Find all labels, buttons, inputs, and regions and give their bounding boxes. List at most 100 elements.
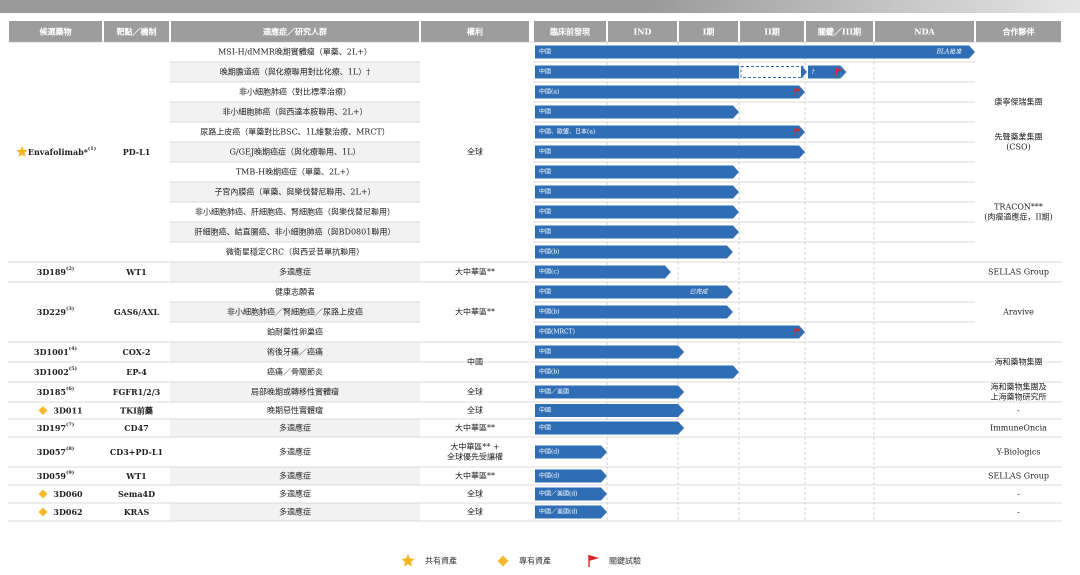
progress-bar [535,85,805,99]
partner-text: 康寧傑瑞集團 [995,97,1043,107]
row-band [170,262,420,282]
bar-label: 中國 [539,424,551,432]
drug-name-text: 3D185 [37,387,66,397]
target-name: COX-2 [122,347,150,357]
drug-name-text: 3D011 [53,406,82,416]
drug-name-text: 3D189 [37,267,67,277]
progress-bar [535,205,739,219]
star-icon [16,146,28,157]
partner-text: 上海藥物研究所 [991,392,1047,402]
bar-label: 中國(a) [539,88,559,96]
column-header-target: 靶點／機制 [117,27,157,37]
partner-text: 先聲藥業集團 [995,132,1043,142]
drug-name: 3D197(7) [37,421,74,433]
indication-text: 多適應症 [279,423,311,433]
drug-name: 3D011 [53,406,82,416]
flag-cloth [795,328,801,332]
target-name: FGFR1/2/3 [113,387,161,397]
drug-footnote: (6) [66,385,74,392]
target-name: WT1 [125,471,147,481]
progress-bar [535,421,685,435]
row-band [170,342,420,362]
rights-text: 大中華區** [455,307,495,317]
drug-name: 3D1002(5) [34,365,77,377]
drug-name: 3D229(3) [37,305,74,317]
header-cell-bg [806,21,873,42]
rights-text: 全球 [467,405,483,415]
diamond-icon [38,489,48,499]
column-header-indication: 適應症／研究人群 [263,27,327,37]
indication-text: 子宮內膜癌（單藥、與樂伐替尼聯用、2L+） [214,187,375,197]
bar-label: 中國 [539,68,551,76]
top-decorative-bar [0,0,1080,13]
drug-name-text: 3D059 [37,471,67,481]
progress-bar [535,404,685,417]
indication-text: 術後牙痛／癌痛 [267,347,323,357]
target-name: WT1 [125,267,147,277]
indication-text: TMB-H晚期癌症（單藥、2L+） [236,167,354,177]
row-band [170,182,420,202]
indication-text: 非小細胞肺癌（對比標準治療） [239,87,351,97]
flag-cloth [795,88,801,92]
flag-icon [794,328,801,336]
bar-label: 中國 [539,288,551,296]
drug-footnote: (8) [66,445,74,452]
header-cell-bg [104,21,169,42]
progress-bar [535,65,739,79]
indication-text: 尿路上皮癌（單藥對比BSC、1L維繫治療、MRCT） [200,127,390,137]
header-cell-bg [421,21,529,42]
flag-icon [794,88,801,96]
column-header-rights: 權利 [467,27,483,37]
column-header-pivotal: 關鍵／III期 [818,27,861,37]
indication-text: 非小細胞肺癌、肝細胞癌、腎細胞癌（與樂伐替尼聯用） [195,207,395,217]
drug-name-text: 3D062 [53,507,82,517]
bar-note: BLA批准 [936,48,963,56]
indication-text: 鉑耐藥性卵巢癌 [267,327,323,337]
flag-icon [794,128,801,136]
header-cell-bg [875,21,974,42]
header-cell-bg [679,21,738,42]
column-header-ph2: II期 [764,27,779,37]
target-name: EP-4 [126,367,147,377]
indication-text: 多適應症 [279,489,311,499]
partner-text: SELLAS Group [988,268,1049,277]
progress-bar [535,165,739,179]
drug-name: 3D059(9) [37,469,74,481]
progress-bar-extension [808,65,841,79]
rights-text: 大中華區** [455,267,495,277]
progress-bar [535,365,739,379]
header-cell-bg [534,21,606,42]
rights-text: 全球 [467,507,483,517]
drug-name: 3D060 [53,489,83,499]
drug-name: 3D057(8) [37,445,74,457]
bar-label: 中國 [539,228,551,236]
partner-text: 海和藥物集團 [995,357,1043,367]
indication-text: 多適應症 [279,447,311,457]
progress-bar [535,285,733,299]
drug-name-text: 3D229 [37,307,67,317]
drug-footnote: (2) [66,265,74,272]
progress-bar [535,325,805,339]
drug-name-text: 3D1001 [34,347,69,357]
progress-bar [535,487,607,501]
progress-bar [535,225,739,239]
rights-text: 大中華區** [455,471,495,481]
bar-label: 中國、歐盟、日本(a) [539,128,595,136]
partner-text: 海和藥物集團及 [991,382,1047,392]
progress-bar [535,305,733,319]
drug-name: 3D189(2) [37,265,74,277]
column-header-partner: 合作夥伴 [1002,27,1035,37]
progress-bar-dashed-tip [801,65,807,79]
progress-bar [535,125,805,139]
target-name: GAS6/AXL [114,307,160,317]
progress-bar [535,469,607,483]
drug-name-text: 3D1002 [34,367,69,377]
bar-label: 中國 [539,108,551,116]
bar-label: 中國(b) [539,308,560,316]
flag-cloth [836,68,843,72]
bar-label: 中國 [539,188,551,196]
progress-bar [535,445,607,459]
bar-label: 中國(b) [539,368,560,376]
indication-text: 多適應症 [279,267,311,277]
